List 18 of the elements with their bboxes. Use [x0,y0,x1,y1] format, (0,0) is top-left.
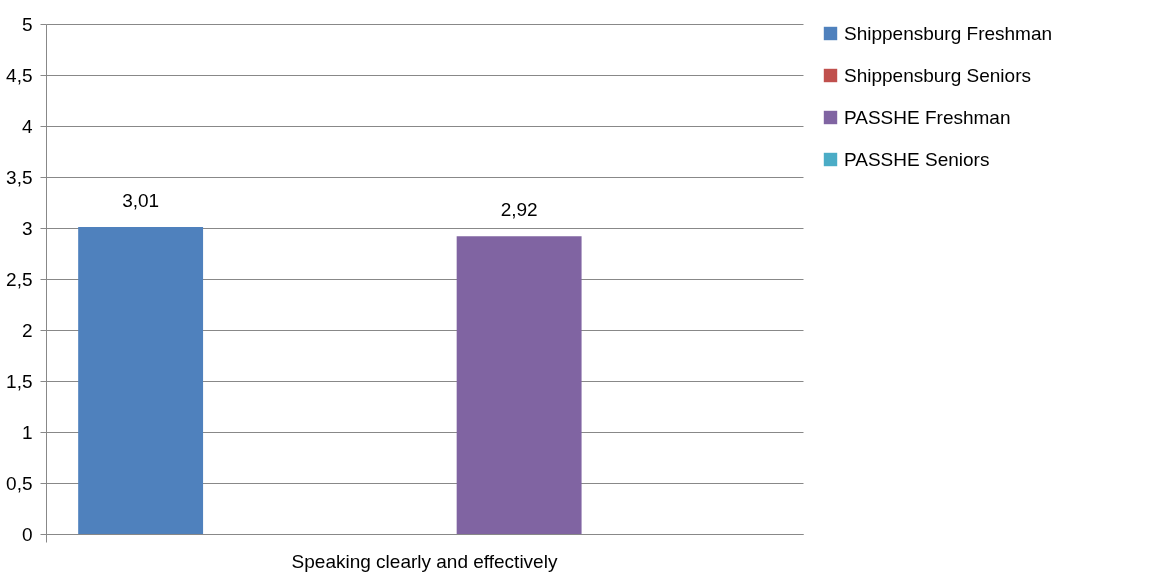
y-tick-label: 0 [21,523,33,545]
y-tick-label: 4,5 [6,64,33,86]
y-tick-label: 1,5 [6,370,33,392]
legend-label: Shippensburg Seniors [844,64,1031,86]
legend-label: Shippensburg Freshman [844,22,1053,44]
y-tick-label: 5 [21,13,33,35]
y-tick-label: 2,5 [6,268,33,290]
x-tick-label: Speaking clearly and effectively [291,550,558,572]
data-label: 3,01 [122,189,160,211]
y-tick-label: 3,5 [6,166,33,188]
y-tick-label: 0,5 [6,472,33,494]
legend-label: PASSHE Seniors [844,148,990,170]
legend-label: PASSHE Freshman [844,106,1011,128]
data-label: 2,92 [500,199,538,221]
y-tick-label: 4 [21,115,33,137]
y-tick-label: 2 [21,319,33,341]
y-tick-label: 3 [21,217,33,239]
y-tick-label: 1 [21,421,33,443]
